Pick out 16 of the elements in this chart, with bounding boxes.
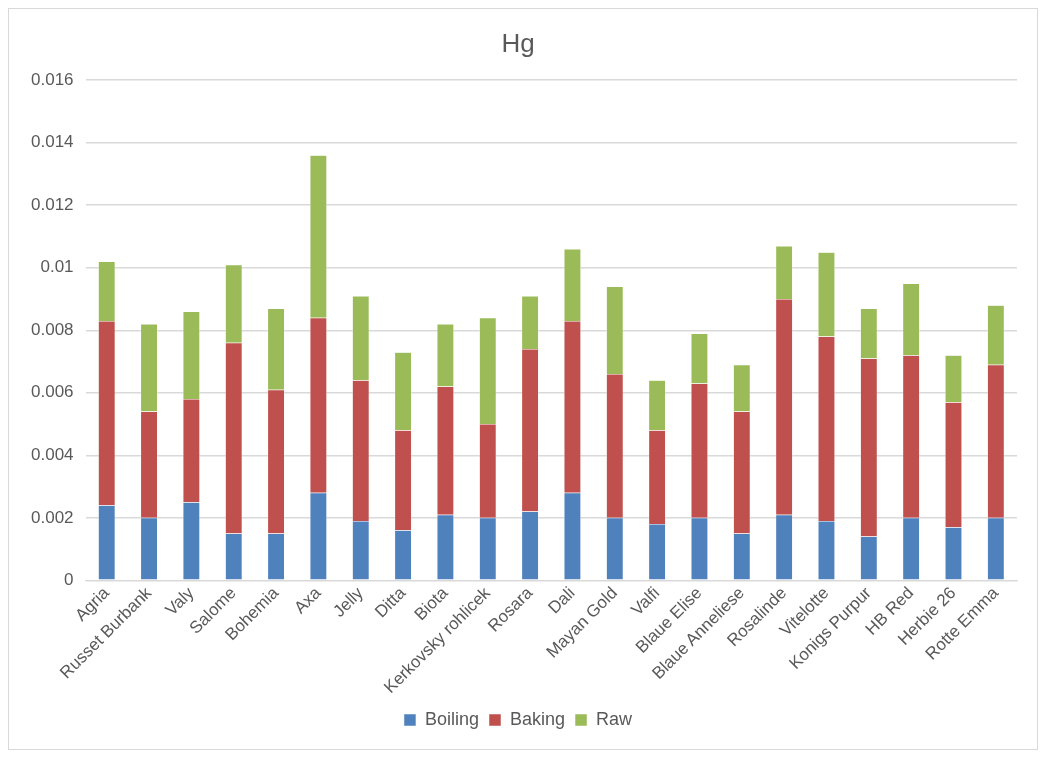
x-tick-label: Dali <box>544 583 579 618</box>
y-tick-label: 0.016 <box>30 69 74 89</box>
x-tick-label: Valfi <box>627 583 664 620</box>
x-tick-label: Axa <box>290 582 325 618</box>
y-tick-label: 0.008 <box>30 319 74 339</box>
y-tick-label: 0.01 <box>40 257 74 277</box>
chart-title: Hg <box>501 27 535 58</box>
y-tick-label: 0.006 <box>30 382 74 402</box>
y-tick-label: 0.004 <box>30 445 74 465</box>
legend-label: Raw <box>596 708 634 729</box>
legend-label: Boiling <box>424 708 480 729</box>
y-tick-label: 0.012 <box>30 194 74 214</box>
y-tick-label: 0.002 <box>30 507 74 527</box>
y-tick-label: 0 <box>64 570 74 590</box>
legend-label: Baking <box>509 708 566 729</box>
y-tick-label: 0.014 <box>30 132 74 152</box>
